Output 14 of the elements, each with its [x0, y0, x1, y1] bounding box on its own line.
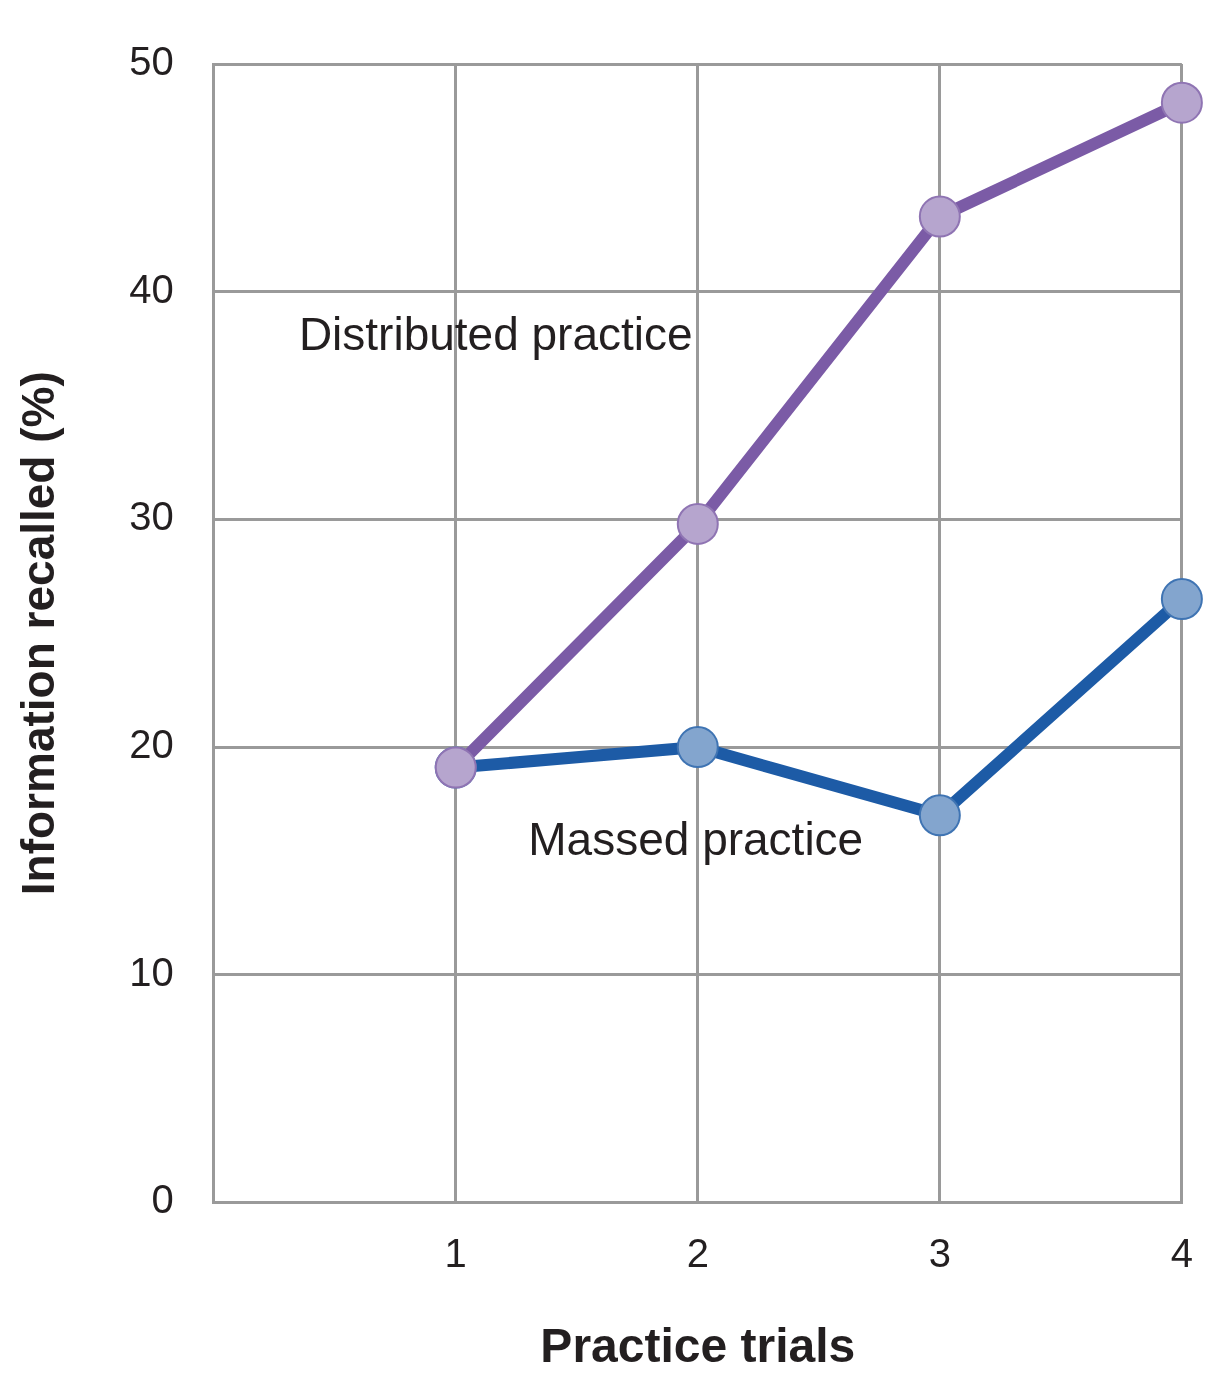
text: Distributed practice [298, 308, 693, 361]
y-tick-label: 20 [129, 722, 174, 767]
y-tick-label: 10 [129, 949, 174, 994]
series-label: Massed practice [528, 813, 864, 866]
x-tick-label: 1 [444, 1231, 467, 1276]
x-tick-label: 2 [686, 1231, 709, 1276]
y-tick-label: 30 [129, 494, 174, 539]
x-tick-label: 4 [1170, 1231, 1193, 1276]
y-tick-label: 0 [151, 1177, 174, 1222]
x-axis-title: Practice trials [540, 1319, 856, 1373]
y-tick-label: 40 [129, 266, 174, 311]
y-tick-label: 50 [129, 39, 174, 84]
x-tick-label: 3 [928, 1231, 951, 1276]
y-axis-title: Information recalled (%) [12, 371, 65, 896]
